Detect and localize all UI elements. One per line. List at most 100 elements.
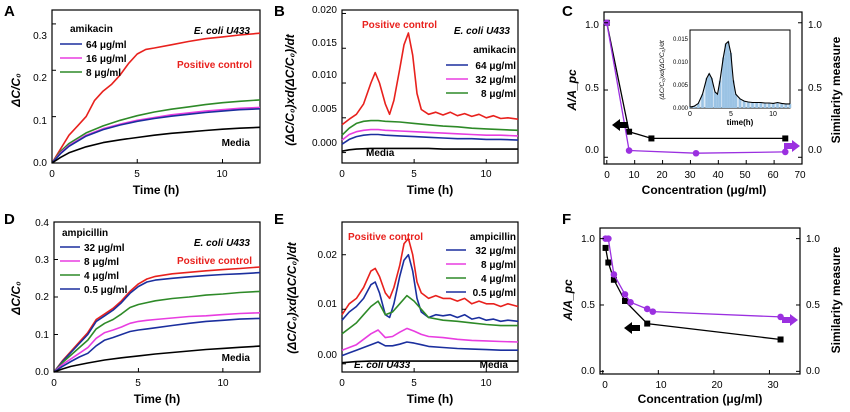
plot-frame-a xyxy=(51,9,261,164)
series-line-e-4-g-ml xyxy=(341,294,518,335)
plot-frame-b xyxy=(341,9,519,164)
series-line-d-8-g-ml xyxy=(53,312,261,373)
y-tick-e-0: 0.00 xyxy=(318,350,338,361)
x-axis-label-c: Concentration (μg/ml) xyxy=(642,183,767,197)
inset-curve xyxy=(689,40,790,108)
legend-label-d-4: 4 μg/ml xyxy=(84,271,119,282)
y-tick-c-0: 0.0 xyxy=(585,145,599,156)
x-tick-f-30: 30 xyxy=(767,380,779,391)
point-f-a-a-pc-3 xyxy=(622,298,628,304)
strain-label-b: E. coli U433 xyxy=(454,26,511,37)
x-tick-c-30: 30 xyxy=(684,170,696,181)
plot-area-e xyxy=(341,237,519,372)
plot-area-d xyxy=(53,221,261,373)
y-axis-label-d: ΔC/C₀ xyxy=(9,281,23,316)
x-tick-d-0: 0 xyxy=(51,378,57,389)
x-axis-label-e: Time (h) xyxy=(407,392,453,406)
series-line-d-positive-control xyxy=(53,266,261,373)
series-line-e-media xyxy=(341,360,518,364)
y2-tick-c-0: 0.0 xyxy=(808,145,822,156)
legend-label-e-4: 4 μg/ml xyxy=(481,274,516,285)
strain-label-e: E. coli U433 xyxy=(354,360,411,371)
x-tick-e-0: 0 xyxy=(339,378,345,389)
inset-y-tick-1: 0.005 xyxy=(673,83,689,89)
positive-control-label-a: Positive control xyxy=(177,60,252,71)
plot-frame-e xyxy=(341,221,519,373)
plot-area-f xyxy=(600,235,800,374)
series-line-e-0-5-g-ml xyxy=(341,341,518,357)
legend-label-a-16: 16 μg/ml xyxy=(86,54,127,65)
x-tick-b-5: 5 xyxy=(411,169,417,180)
y-tick-d-2: 0.2 xyxy=(35,292,49,303)
y2-axis-label-f: Similarity measure xyxy=(829,246,843,353)
panel-b: B 0 5 10 0.000 0.005 0.010 0.015 0.020 T… xyxy=(274,3,519,197)
positive-control-label-e: Positive control xyxy=(348,232,423,243)
point-f-a-a-pc-0 xyxy=(602,244,609,251)
y-tick-b-3: 0.015 xyxy=(312,38,337,49)
series-line-b-64-g-ml xyxy=(341,133,519,145)
inset-y-tick-3: 0.015 xyxy=(673,37,689,43)
x-tick-a-0: 0 xyxy=(49,169,55,180)
point-c-similarity-measure-2 xyxy=(692,149,700,157)
plot-area-b xyxy=(341,12,519,163)
y-tick-d-3: 0.3 xyxy=(35,255,49,266)
point-c-a-a-pc-1 xyxy=(626,128,633,135)
series-line-b-8-g-ml xyxy=(341,119,519,136)
series-line-a-64-g-ml xyxy=(51,108,261,164)
plot-frame-c xyxy=(603,11,803,165)
legend-title-b: amikacin xyxy=(473,45,516,56)
point-f-similarity-measure-6 xyxy=(649,308,657,315)
point-c-a-a-pc-2 xyxy=(648,135,655,142)
series-line-a-media xyxy=(51,126,261,164)
y2-tick-c-1: 0.5 xyxy=(808,83,822,94)
x-tick-a-5: 5 xyxy=(134,169,140,180)
y-tick-d-4: 0.4 xyxy=(35,218,49,229)
legend-title-d: ampicillin xyxy=(62,228,108,239)
series-line-a-8-g-ml xyxy=(51,99,261,164)
panel-d: D 0 5 10 0.0 0.1 0.2 0.3 0.4 Time (h) ΔC… xyxy=(4,211,261,406)
x-axis-label-d: Time (h) xyxy=(134,392,180,406)
y-tick-a-0: 0.0 xyxy=(33,158,47,169)
x-tick-c-20: 20 xyxy=(656,170,668,181)
positive-control-label-b: Positive control xyxy=(362,20,437,31)
legend-a: 64 μg/ml 16 μg/ml 8 μg/ml xyxy=(60,40,127,79)
y-tick-c-1: 0.5 xyxy=(585,83,599,94)
series-line-e-32-g-ml xyxy=(341,253,519,323)
x-tick-d-5: 5 xyxy=(135,378,141,389)
series-line-d-4-g-ml xyxy=(53,290,261,373)
y-axis-label-e: (ΔC/C₀)xd(ΔC/C₀)/dt xyxy=(285,241,299,354)
series-line-d-media xyxy=(53,345,261,373)
right-axis-arrow-c xyxy=(784,140,800,152)
panel-c: C 0 10 20 30 40 50 60 70 0.0 0.5 1.0 0.0… xyxy=(562,3,843,197)
point-c-a-a-pc-3 xyxy=(782,135,789,142)
inset-x-tick-5: 5 xyxy=(729,111,733,118)
panel-letter-f: F xyxy=(562,211,571,228)
panel-letter-a: A xyxy=(4,3,15,20)
plot-area-a xyxy=(51,23,261,164)
legend-label-b-32: 32 μg/ml xyxy=(475,75,516,86)
y-tick-f-0: 0.0 xyxy=(581,366,595,377)
inset-y-label: (ΔC/C₀)xd(ΔC/C₀)/dt xyxy=(659,39,666,100)
right-axis-arrow-f xyxy=(782,314,798,326)
y2-tick-f-2: 1.0 xyxy=(806,234,820,245)
x-tick-c-0: 0 xyxy=(604,170,610,181)
point-f-a-a-pc-5 xyxy=(777,336,784,343)
x-tick-c-40: 40 xyxy=(712,170,724,181)
x-tick-f-20: 20 xyxy=(711,380,723,391)
point-c-similarity-measure-3 xyxy=(781,148,789,156)
series-line-d-32-g-ml xyxy=(53,271,261,373)
x-tick-c-60: 60 xyxy=(767,170,779,181)
series-line-c-similarity-measure xyxy=(606,22,786,154)
y-tick-b-2: 0.010 xyxy=(312,70,337,81)
y-axis-label-b: (ΔC/C₀)xd(ΔC/C₀)/dt xyxy=(283,33,297,146)
legend-label-d-05: 0.5 μg/ml xyxy=(84,285,128,296)
y-tick-b-4: 0.020 xyxy=(312,5,337,16)
y2-tick-f-1: 0.5 xyxy=(806,300,820,311)
legend-label-d-8: 8 μg/ml xyxy=(84,257,119,268)
series-line-e-8-g-ml xyxy=(341,327,519,351)
point-c-similarity-measure-1 xyxy=(625,147,633,154)
inset-x-label: time(h) xyxy=(727,118,754,127)
x-tick-f-0: 0 xyxy=(602,380,608,391)
y-axis-label-c: A/A_pc xyxy=(565,69,579,112)
y-tick-a-2: 0.2 xyxy=(33,73,47,84)
